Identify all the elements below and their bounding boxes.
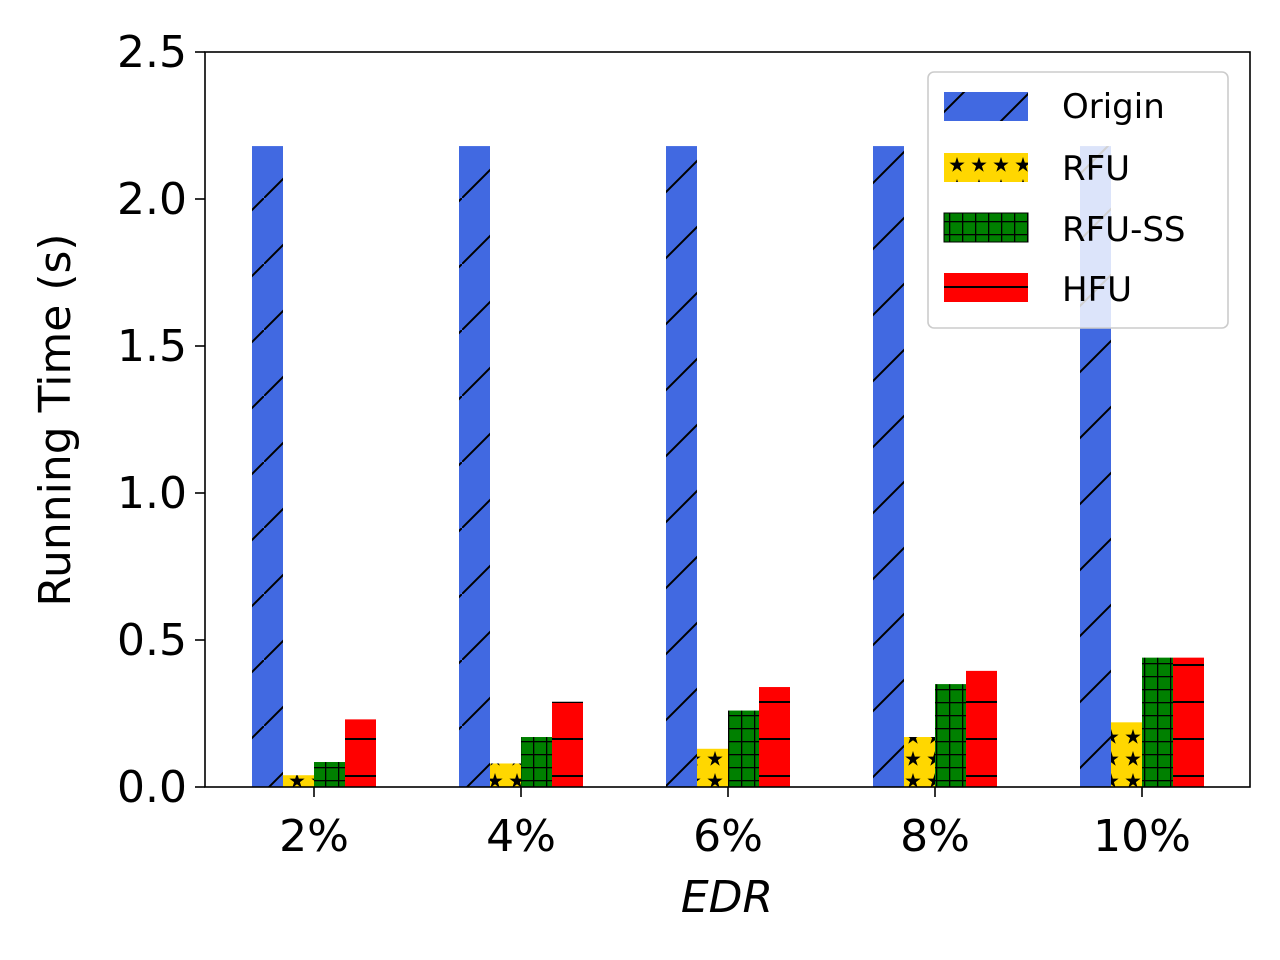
y-tick-label: 1.0 [117,468,187,519]
bar-hfu-4pct [552,701,583,787]
bar-rfu-ss-6pct [728,710,759,787]
bar-rfu-ss-10pct [1142,657,1173,787]
x-axis: 2% 4% 6% 8% 10% [279,787,1191,862]
x-tick-label: 10% [1093,811,1191,862]
bar-hfu-10pct [1173,657,1204,787]
bar-hfu-8pct [966,670,997,787]
y-tick-label: 2.5 [117,27,187,78]
bar-hfu-2pct [345,719,376,787]
bar-rfu-ss-4pct [521,737,552,787]
y-axis-label: Running Time (s) [30,233,81,606]
y-tick-label: 0.0 [117,762,187,813]
legend-box [927,71,1229,329]
x-tick-label: 8% [900,811,970,862]
bars-layer [252,146,1204,787]
bar-rfu-8pct [904,737,935,787]
legend-swatch-rfu-ss [943,212,1029,243]
bar-origin-4pct [459,146,490,787]
bar-origin-8pct [873,146,904,787]
y-tick-label: 0.5 [117,615,187,666]
legend-label-rfu: RFU [1062,149,1130,189]
legend-swatch-origin [944,92,1028,121]
bar-rfu-ss-8pct [935,684,966,787]
legend-label-hfu: HFU [1062,270,1132,310]
x-tick-label: 4% [486,811,556,862]
bar-origin-2pct [252,146,283,787]
bar-hfu-6pct [759,687,790,787]
x-axis-label: EDR [681,872,773,923]
y-tick-label: 2.0 [117,174,187,225]
legend-swatch-rfu [944,153,1028,182]
legend-label-rfu-ss: RFU-SS [1062,210,1186,250]
x-tick-label: 6% [693,811,763,862]
y-tick-label: 1.5 [117,321,187,372]
bar-rfu-10pct [1111,722,1142,787]
bar-origin-6pct [666,146,697,787]
legend: Origin RFU RFU-SS HFU [927,71,1229,329]
bar-rfu-2pct [283,775,314,787]
bar-rfu-ss-2pct [314,762,345,787]
y-axis: 0.0 0.5 1.0 1.5 2.0 2.5 [117,27,205,813]
bar-rfu-4pct [490,763,521,787]
legend-label-origin: Origin [1062,87,1165,127]
bar-rfu-6pct [697,748,728,787]
x-tick-label: 2% [279,811,349,862]
